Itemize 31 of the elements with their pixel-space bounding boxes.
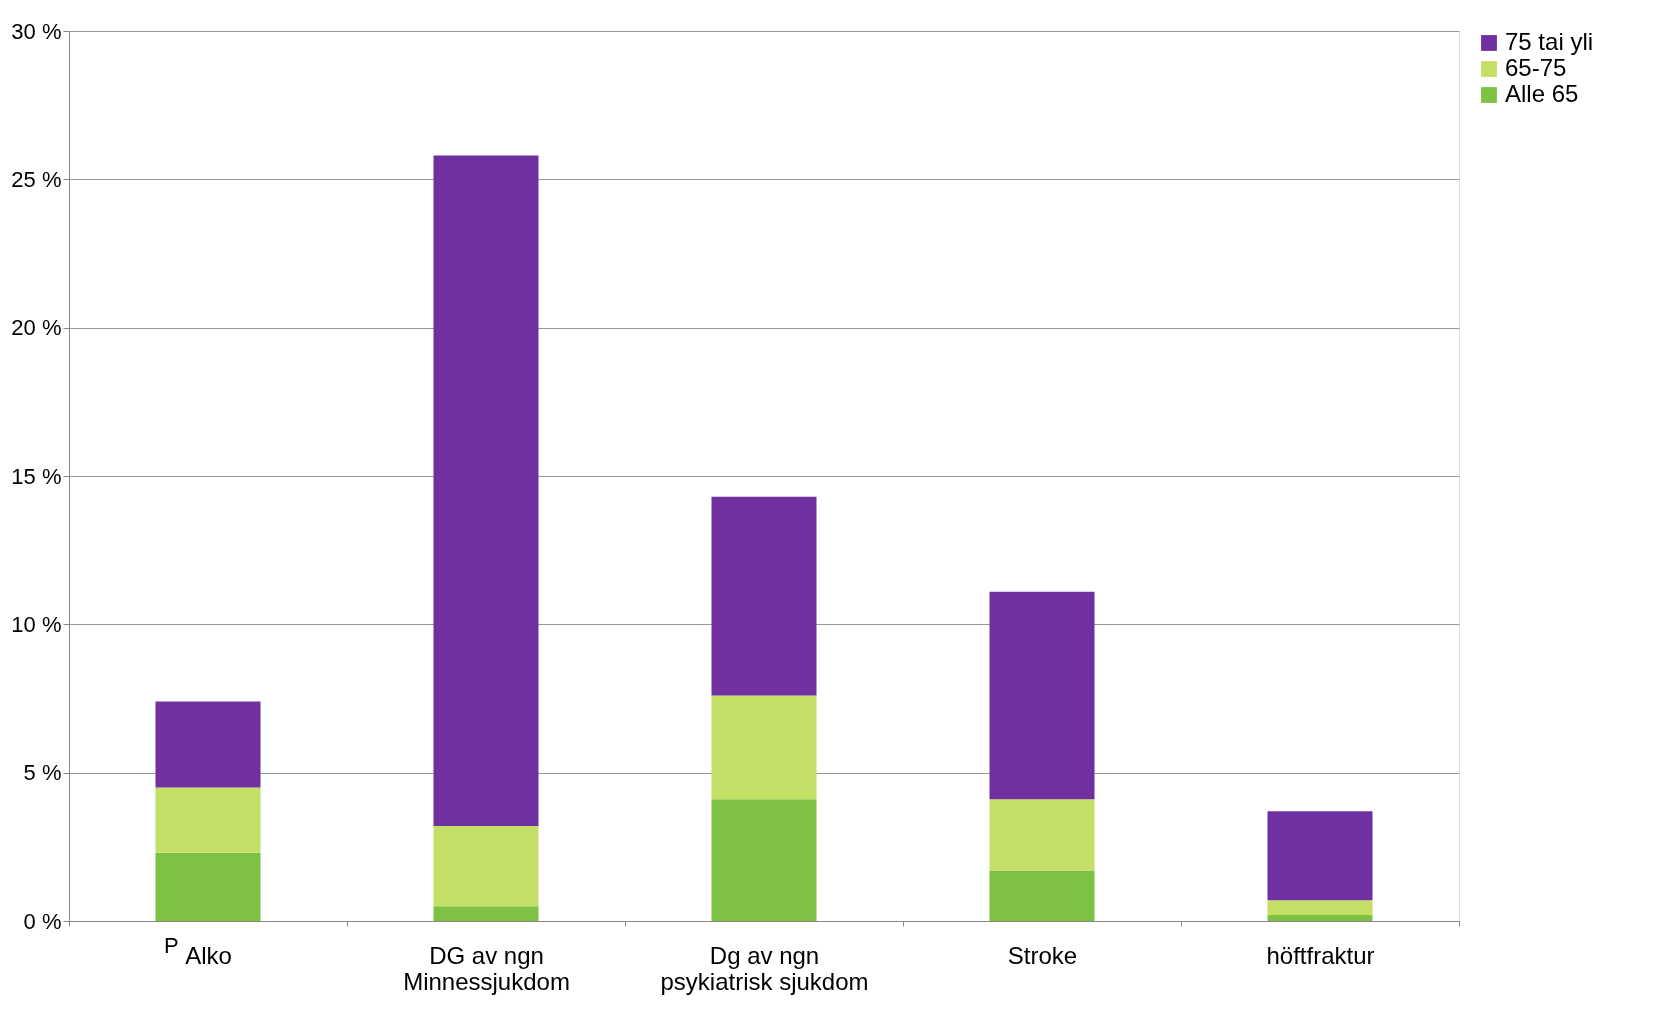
bar [155, 701, 261, 788]
x-tick-label: DG av ngn Minnessjukdom [403, 941, 570, 995]
bar [989, 870, 1095, 921]
bar [711, 695, 817, 800]
bar [155, 852, 261, 921]
bar [989, 591, 1095, 800]
bar [711, 799, 817, 921]
y-tick-label: 25 % [11, 166, 62, 192]
y-tick-label: 15 % [11, 463, 62, 489]
legend-label: 75 tai yli [1505, 28, 1594, 55]
legend-label: Alle 65 [1505, 80, 1579, 107]
y-tick-label: 5 % [23, 760, 62, 786]
y-tick-label: 30 % [11, 18, 62, 44]
bar [1267, 811, 1373, 901]
text: P [164, 933, 179, 958]
x-tick-label: Alko [185, 941, 232, 969]
legend-label: 65-75 [1505, 54, 1567, 81]
bar [433, 826, 539, 907]
bar [155, 787, 261, 853]
y-tick-label: 0 % [23, 908, 62, 934]
bar [433, 906, 539, 921]
x-tick-label: Dg av ngn psykiatrisk sjukdom [660, 941, 869, 995]
y-tick-label: 20 % [11, 315, 62, 341]
bar [433, 155, 539, 827]
bar [1267, 900, 1373, 916]
y-tick-label: 10 % [11, 611, 62, 637]
bar [711, 496, 817, 696]
bar [989, 799, 1095, 871]
x-tick-label: Stroke [1007, 941, 1078, 969]
x-tick-label: höftfraktur [1266, 941, 1375, 969]
bar [1267, 915, 1373, 921]
